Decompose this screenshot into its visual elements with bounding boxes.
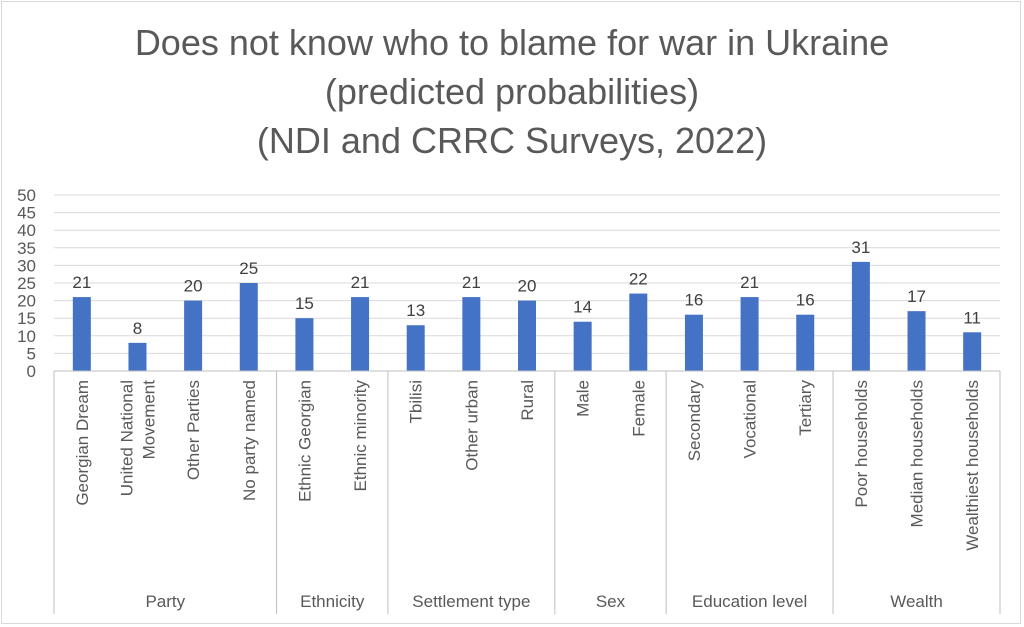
bar [351, 297, 370, 371]
category-label: No party named [240, 380, 259, 501]
category-label: Wealthiest households [963, 380, 982, 551]
bar [629, 293, 648, 371]
y-tick-label: 50 [17, 186, 36, 205]
data-label: 17 [907, 287, 926, 306]
bar [963, 332, 982, 371]
bar [128, 342, 147, 371]
category-label: Other Parties [184, 380, 203, 480]
bar [851, 261, 870, 371]
y-tick-label: 45 [17, 204, 36, 223]
y-tick-label: 35 [17, 239, 36, 258]
data-label: 13 [406, 301, 425, 320]
group-label: Settlement type [412, 592, 530, 611]
bar [406, 325, 425, 371]
bar [796, 314, 815, 371]
bar [684, 314, 703, 371]
data-label: 16 [796, 291, 815, 310]
group-label: Wealth [890, 592, 943, 611]
y-tick-label: 20 [17, 292, 36, 311]
y-tick-label: 25 [17, 274, 36, 293]
group-label: Sex [596, 592, 626, 611]
category-label: Poor households [852, 380, 871, 508]
bar [518, 300, 536, 371]
data-label: 21 [72, 273, 91, 292]
category-label: Female [629, 380, 648, 437]
category-label: Ethnic minority [351, 380, 370, 492]
group-label: Ethnicity [300, 592, 365, 611]
bar [239, 283, 258, 371]
bar [573, 321, 592, 371]
y-tick-label: 0 [27, 362, 36, 381]
category-label: Male [574, 380, 593, 417]
bar [295, 318, 314, 371]
category-label: Tertiary [796, 380, 815, 436]
data-label: 8 [133, 319, 142, 338]
category-label: Secondary [685, 380, 704, 462]
data-label: 21 [740, 273, 759, 292]
bar [72, 297, 91, 371]
category-label: Ethnic Georgian [295, 380, 314, 502]
data-label: 11 [963, 308, 981, 327]
chart-title-line-2: (predicted probabilities) [324, 71, 700, 112]
data-label: 20 [518, 277, 537, 296]
chart-title: Does not know who to blame for war in Uk… [0, 18, 1024, 165]
data-label: 15 [295, 294, 314, 313]
bar [184, 300, 203, 371]
category-label: Tbilisi [407, 380, 426, 423]
data-label: 20 [184, 277, 203, 296]
data-label: 22 [629, 270, 648, 289]
data-label: 31 [851, 238, 870, 257]
data-label: 16 [684, 291, 703, 310]
group-label: Party [145, 592, 185, 611]
chart-title-line-1: Does not know who to blame for war in Uk… [134, 22, 890, 63]
category-label: Median households [908, 380, 927, 527]
data-label: 21 [351, 273, 370, 292]
data-label: 14 [573, 298, 592, 317]
data-label: 25 [239, 259, 258, 278]
category-label: Vocational [741, 380, 760, 458]
group-label: Education level [692, 592, 807, 611]
category-label: Rural [518, 380, 537, 421]
category-label: Georgian Dream [73, 380, 92, 506]
bar [907, 311, 926, 371]
y-tick-label: 15 [17, 309, 36, 328]
category-label: United National [117, 380, 136, 496]
y-tick-label: 30 [17, 256, 36, 275]
category-label: Other urban [462, 380, 481, 471]
y-tick-label: 40 [17, 221, 36, 240]
data-label: 21 [462, 273, 481, 292]
bar [462, 297, 481, 371]
chart-title-line-3: (NDI and CRRC Surveys, 2022) [256, 120, 768, 161]
y-tick-label: 5 [27, 344, 36, 363]
category-label: Movement [139, 380, 158, 460]
y-tick-label: 10 [17, 327, 36, 346]
bar [740, 297, 759, 371]
